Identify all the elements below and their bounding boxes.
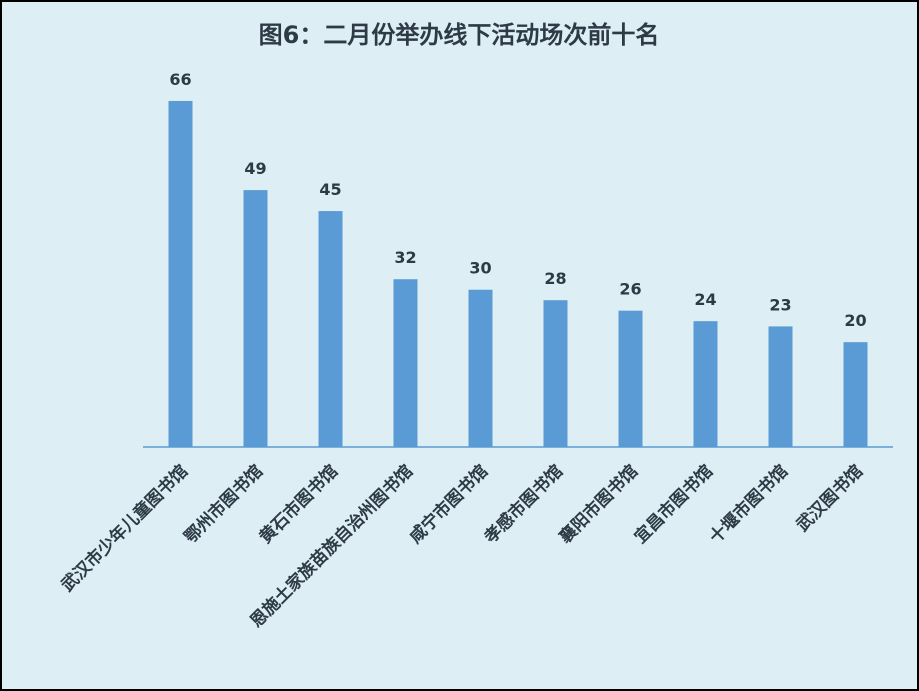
value-label: 24: [694, 290, 716, 309]
bar: [468, 289, 493, 447]
value-label: 49: [244, 159, 266, 178]
value-label: 26: [619, 280, 641, 299]
bar: [618, 310, 643, 447]
bar: [543, 300, 568, 447]
bar: [843, 342, 868, 447]
bar: [168, 100, 193, 447]
value-label: 23: [769, 295, 791, 314]
value-label: 32: [394, 248, 416, 267]
value-label: 20: [844, 311, 866, 330]
value-label: 66: [169, 70, 191, 89]
bar: [318, 211, 343, 447]
chart-title: 图6：二月份举办线下活动场次前十名: [259, 21, 660, 49]
bar: [768, 326, 793, 447]
value-label: 30: [469, 259, 491, 278]
bar: [243, 190, 268, 447]
bar: [393, 279, 418, 447]
value-label: 45: [319, 180, 341, 199]
bar: [693, 321, 718, 447]
value-label: 28: [544, 269, 566, 288]
